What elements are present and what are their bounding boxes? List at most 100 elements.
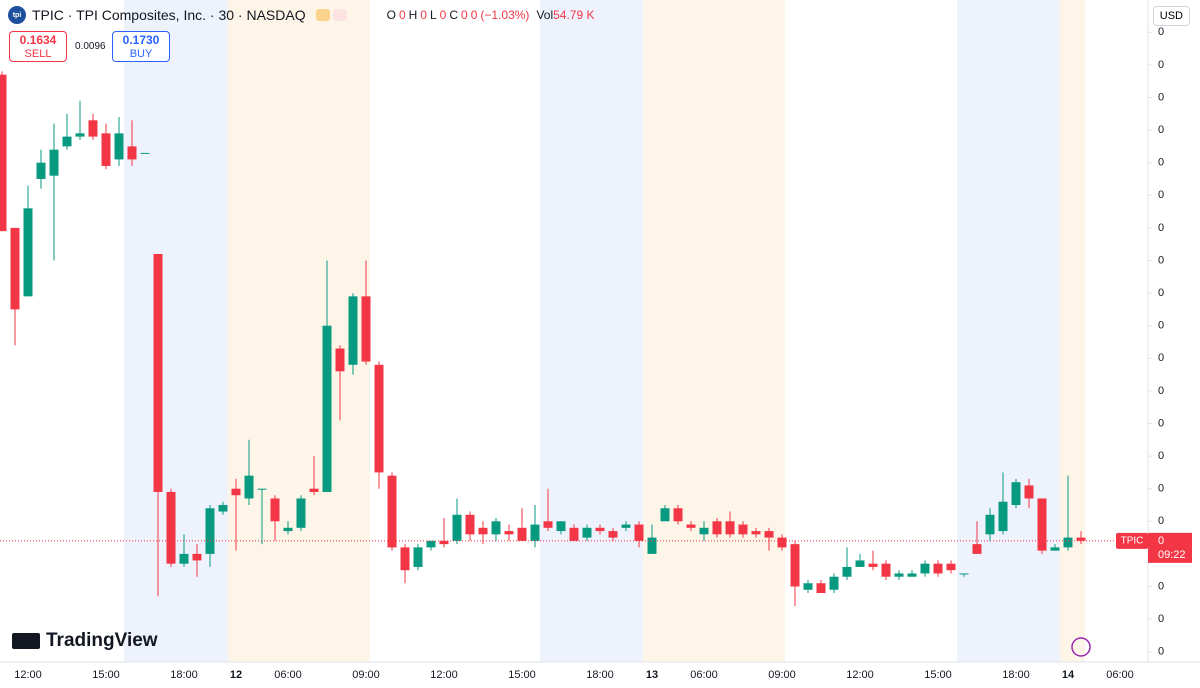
candle-body <box>335 348 345 372</box>
spread: 0.0096 <box>75 41 106 52</box>
brand-logo <box>12 633 40 649</box>
candle-body <box>764 531 774 538</box>
currency-select[interactable]: USD <box>1152 6 1190 26</box>
vol-label: Vol <box>536 8 554 22</box>
brand-text: TradingView <box>46 630 158 651</box>
y-tick-label: 0 <box>1158 352 1164 364</box>
sell-button[interactable]: 0.1634 SELL <box>9 31 67 62</box>
candle-body <box>140 152 150 154</box>
x-tick-label: 15:00 <box>92 669 120 681</box>
candle-body <box>348 296 358 365</box>
afterhours-band <box>643 0 785 662</box>
data-icon <box>332 9 347 21</box>
y-tick-label: 0 <box>1158 124 1164 136</box>
candle-body <box>803 583 813 590</box>
candle-body <box>907 573 917 577</box>
candle-body <box>1050 547 1060 551</box>
candle-body <box>595 527 605 532</box>
change: 0 <box>470 8 478 22</box>
premarket-band <box>124 0 228 662</box>
candle-body <box>972 544 982 554</box>
candle-body <box>855 560 865 567</box>
candle-body <box>725 521 735 535</box>
candle-body <box>673 508 683 522</box>
candle-body <box>920 563 930 574</box>
candle-body <box>504 531 514 535</box>
candle-body <box>283 527 293 532</box>
premarket-band <box>957 0 1060 662</box>
sell-price: 0.1634 <box>19 33 57 47</box>
x-tick-label: 14 <box>1062 669 1075 681</box>
candle-body <box>244 475 254 499</box>
candle-body <box>322 325 332 492</box>
candle-body <box>439 540 449 545</box>
c-value: 0 <box>461 8 468 22</box>
candle-body <box>296 498 306 528</box>
candle-body <box>933 563 943 574</box>
y-tick-label: 0 <box>1158 450 1164 462</box>
candle-body <box>556 521 566 532</box>
candle-body <box>36 162 46 179</box>
price-label-box <box>1148 532 1192 563</box>
candle-body <box>998 501 1008 532</box>
candle-body <box>868 563 878 567</box>
symbol-label: TPIC <box>1121 535 1144 546</box>
candle-body <box>374 364 384 473</box>
candle-body <box>218 504 228 512</box>
candle-body <box>114 133 124 160</box>
candle-body <box>88 120 98 137</box>
vol-value: 54.79 K <box>553 8 595 22</box>
candle-body <box>738 524 748 535</box>
candle-body <box>49 149 59 176</box>
candle-body <box>75 133 85 137</box>
candle-body <box>127 146 137 160</box>
x-tick-label: 18:00 <box>1002 669 1030 681</box>
y-tick-label: 0 <box>1158 91 1164 103</box>
header: tpi TPIC · TPI Composites, Inc. · 30 · N… <box>8 6 595 24</box>
y-tick-label: 0 <box>1158 59 1164 71</box>
candle-body <box>569 527 579 541</box>
candle-body <box>1076 537 1086 541</box>
candle-body <box>959 573 969 575</box>
symbol-label-box <box>1116 532 1148 549</box>
replay-icon[interactable] <box>1071 637 1091 657</box>
y-tick-label: 0 <box>1158 157 1164 169</box>
candle-body <box>790 544 800 587</box>
candle-body <box>608 531 618 538</box>
y-tick-label: 0 <box>1158 515 1164 527</box>
y-tick-label: 0 <box>1158 483 1164 495</box>
premarket-band <box>540 0 643 662</box>
candle-body <box>231 488 241 496</box>
candle-body <box>712 521 722 535</box>
y-tick-label: 0 <box>1158 385 1164 397</box>
candle-body <box>582 527 592 538</box>
c-label: C <box>449 8 459 22</box>
x-tick-label: 15:00 <box>508 669 536 681</box>
y-tick-label: 0 <box>1158 580 1164 592</box>
afterhours-band <box>1060 0 1085 662</box>
candle-body <box>1037 498 1047 551</box>
candle-body <box>10 227 20 310</box>
y-tick-label: 0 <box>1158 222 1164 234</box>
l-value: 0 <box>439 8 447 22</box>
y-tick-label: 0 <box>1158 613 1164 625</box>
candle-body <box>686 524 696 528</box>
branding: TradingView <box>12 630 158 652</box>
o-label: O <box>386 8 396 22</box>
x-tick-label: 12:00 <box>14 669 42 681</box>
candle-body <box>413 547 423 567</box>
candle-body <box>153 253 163 492</box>
candle-body <box>491 521 501 535</box>
candle-body <box>699 527 709 535</box>
candle-body <box>894 573 904 577</box>
buy-price: 0.1730 <box>122 33 160 47</box>
candle-body <box>517 527 527 541</box>
x-tick-label: 09:00 <box>768 669 796 681</box>
countdown-label: 09:22 <box>1158 549 1186 561</box>
candle-body <box>985 514 995 535</box>
candle-body <box>751 531 761 535</box>
y-tick-label: 0 <box>1158 320 1164 332</box>
candle-body <box>660 508 670 522</box>
buy-button[interactable]: 0.1730 BUY <box>112 31 170 62</box>
